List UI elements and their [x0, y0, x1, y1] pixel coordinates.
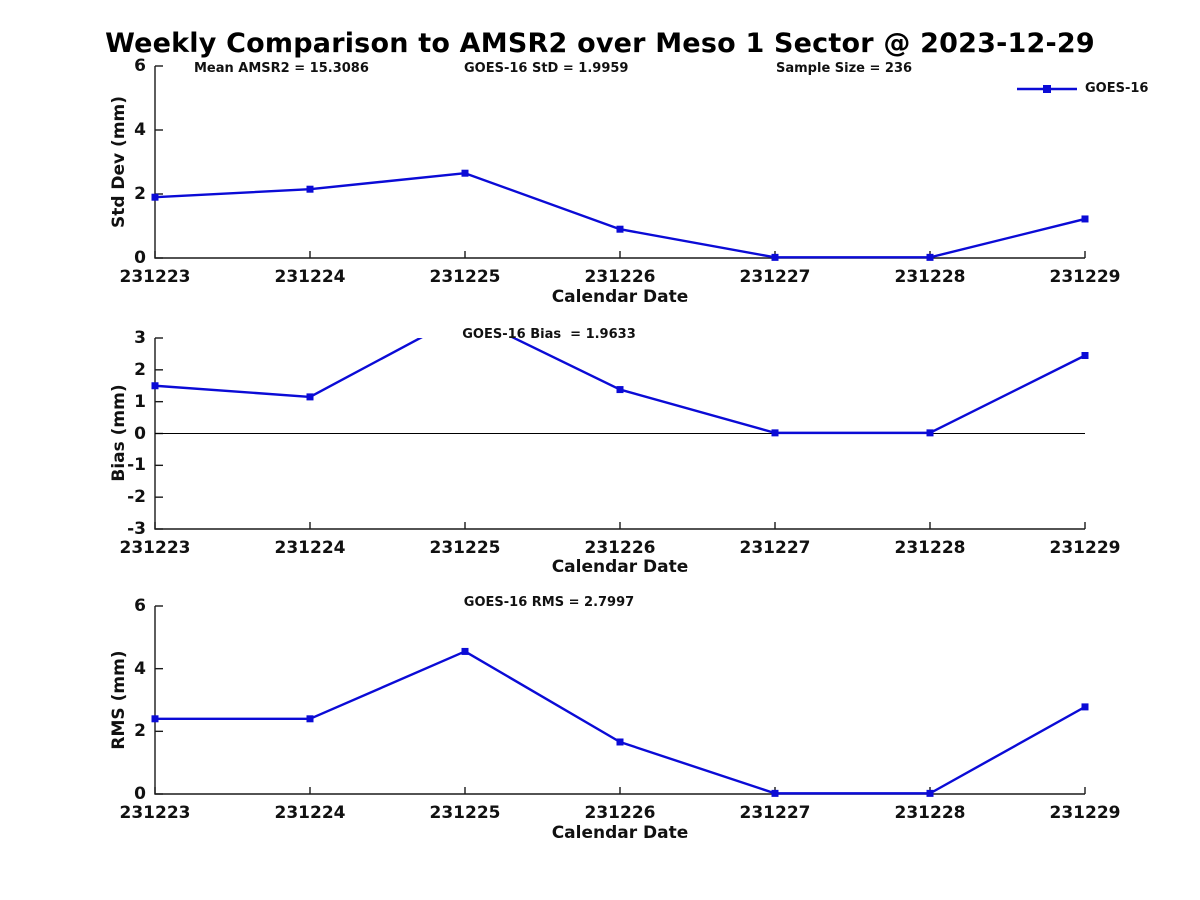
annotation-sample-size: Sample Size = 236 — [776, 61, 913, 76]
x-tick-label: 231225 — [429, 267, 501, 287]
y-tick-label: 0 — [134, 423, 146, 444]
x-tick-label: 231226 — [584, 267, 656, 287]
bias-x-axis-label: Calendar Date — [551, 557, 689, 577]
x-tick-label: 231228 — [894, 267, 966, 287]
x-tick-label: 231225 — [429, 538, 501, 558]
stddev-y-axis-label: Std Dev (mm) — [109, 95, 129, 229]
x-tick-label: 231228 — [894, 803, 966, 823]
annotation-goes16-std: GOES-16 StD = 1.9959 — [464, 61, 629, 76]
y-tick-label: 2 — [134, 184, 146, 204]
bias-subplot-title: GOES-16 Bias = 1.9633 — [462, 327, 636, 342]
y-tick-label: -3 — [127, 519, 146, 539]
y-tick-label: 3 — [134, 328, 146, 348]
y-tick-label: 4 — [134, 658, 146, 679]
x-tick-label: 231224 — [274, 267, 346, 287]
y-tick-label: 0 — [134, 784, 146, 804]
x-tick-label: 231228 — [894, 538, 966, 558]
y-tick-label: -1 — [127, 455, 146, 476]
annotation-mean-amsr2: Mean AMSR2 = 15.3086 — [194, 61, 369, 76]
x-tick-label: 231224 — [274, 803, 346, 823]
legend-line-marker-icon — [1017, 84, 1077, 93]
y-tick-label: 4 — [134, 120, 146, 140]
x-tick-label: 231229 — [1049, 803, 1121, 823]
x-tick-label: 231227 — [739, 267, 811, 287]
y-tick-label: 2 — [134, 721, 146, 742]
x-tick-label: 231227 — [739, 803, 811, 823]
y-tick-label: -2 — [127, 487, 146, 508]
x-tick-label: 231229 — [1049, 538, 1121, 558]
x-tick-label: 231224 — [274, 538, 346, 558]
x-tick-label: 231223 — [119, 538, 191, 558]
y-tick-label: 6 — [134, 596, 146, 616]
legend-label: GOES-16 — [1085, 81, 1149, 96]
x-tick-label: 231223 — [119, 267, 191, 287]
x-tick-label: 231225 — [429, 803, 501, 823]
legend: GOES-16 — [1016, 81, 1148, 96]
stddev-x-axis-label: Calendar Date — [551, 287, 689, 307]
figure-title: Weekly Comparison to AMSR2 over Meso 1 S… — [105, 28, 1095, 59]
x-tick-label: 231223 — [119, 803, 191, 823]
y-tick-label: 1 — [134, 391, 146, 412]
x-tick-label: 231227 — [739, 538, 811, 558]
rms-subplot-title: GOES-16 RMS = 2.7997 — [463, 595, 635, 610]
y-tick-label: 2 — [134, 359, 146, 380]
x-tick-label: 231229 — [1049, 267, 1121, 287]
x-tick-label: 231226 — [584, 803, 656, 823]
y-tick-label: 6 — [134, 56, 146, 76]
x-tick-label: 231226 — [584, 538, 656, 558]
y-tick-label: 0 — [134, 248, 146, 268]
rms-x-axis-label: Calendar Date — [551, 823, 689, 843]
